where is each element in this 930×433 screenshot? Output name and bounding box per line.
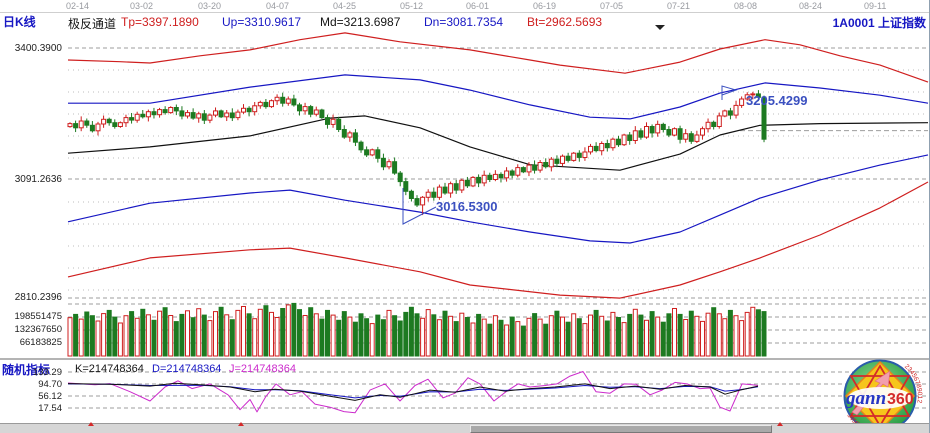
logo-text-gann: gann xyxy=(845,388,886,409)
stochastic-d-value: D=214748364 xyxy=(152,363,222,375)
stoch-axis-label: 94.70 xyxy=(38,379,62,390)
date-tick: 08-24 xyxy=(799,1,823,11)
channel-lines xyxy=(67,32,929,299)
signal-mark-icon xyxy=(777,422,783,426)
volume-axis-label: 198551475 xyxy=(14,311,62,322)
channel-bt-value: Bt=2962.5693 xyxy=(527,15,603,29)
date-tick: 06-19 xyxy=(533,1,557,11)
volume-axis-label: 66183825 xyxy=(19,337,62,348)
date-tick: 09-11 xyxy=(864,1,887,11)
volume-axis-label: 132367650 xyxy=(14,324,62,335)
stochastic-title[interactable]: 随机指标 xyxy=(2,363,51,377)
date-tick: 04-07 xyxy=(266,1,290,11)
date-tick: 03-20 xyxy=(198,1,222,11)
date-tick: 06-01 xyxy=(466,1,490,11)
price-axis-label: 3091.2636 xyxy=(14,174,62,185)
price-axis-label: 2810.2396 xyxy=(14,292,62,303)
date-tick: 05-12 xyxy=(400,1,424,11)
date-tick: 02-14 xyxy=(66,1,90,11)
stoch-axis-label: 56.12 xyxy=(38,391,62,402)
candle-series xyxy=(67,90,767,216)
channel-dn-value: Dn=3081.7354 xyxy=(424,15,504,29)
swing-markers xyxy=(402,25,738,225)
gridlines xyxy=(68,47,928,409)
date-tick: 07-21 xyxy=(667,1,691,11)
date-tick: 08-08 xyxy=(734,1,758,11)
signal-mark-icon xyxy=(238,422,244,426)
scrollbar-thumb[interactable] xyxy=(470,425,772,433)
swing-low-annotation: 3016.5300 xyxy=(436,199,498,214)
swing-high-annotation: 3205.4299 xyxy=(746,93,808,108)
volume-series xyxy=(67,302,767,357)
date-tick: 03-02 xyxy=(130,1,154,11)
channel-md-value: Md=3213.6987 xyxy=(320,15,401,29)
price-axis-label: 3400.3900 xyxy=(14,43,62,54)
channel-indicator-label[interactable]: 极反通道 xyxy=(68,17,117,31)
horizontal-scrollbar[interactable] xyxy=(0,422,929,433)
stoch-axis-label: 17.54 xyxy=(38,403,62,414)
logo-text-360: 360 xyxy=(887,391,914,408)
stochastic-k-value: K=214748364 xyxy=(75,363,144,375)
date-axis-rule xyxy=(0,12,929,13)
date-tick: 07-05 xyxy=(600,1,624,11)
date-tick: 04-25 xyxy=(333,1,357,11)
symbol-name-label[interactable]: 1A0001 上证指数 xyxy=(832,16,926,30)
channel-tp-value: Tp=3397.1890 xyxy=(121,15,199,29)
stochastic-j-value: J=214748364 xyxy=(229,363,296,375)
dropdown-marker-icon[interactable] xyxy=(655,25,665,30)
stoch-axis-label: 133.29 xyxy=(32,367,62,378)
logo-band xyxy=(848,387,912,409)
kline-mode-label[interactable]: 日K线 xyxy=(3,15,36,29)
signal-mark-icon xyxy=(88,422,94,426)
panel-separator xyxy=(0,358,929,360)
stochastic-lines xyxy=(67,371,759,414)
channel-up-value: Up=3310.9617 xyxy=(222,15,302,29)
